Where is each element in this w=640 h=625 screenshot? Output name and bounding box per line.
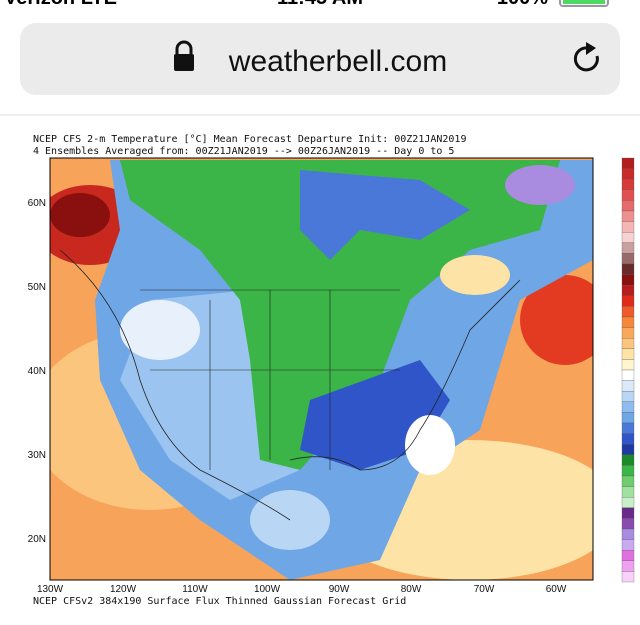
- color-swatch: [621, 497, 635, 508]
- color-swatch: [621, 221, 635, 233]
- color-swatch: [621, 316, 635, 328]
- color-swatch: [621, 232, 635, 243]
- forecast-map: [49, 157, 594, 581]
- color-swatch: [621, 486, 635, 498]
- color-scale: [621, 157, 635, 583]
- color-swatch: [621, 401, 635, 413]
- lock-icon: [174, 40, 194, 71]
- address-bar[interactable]: weatherbell.com: [20, 23, 620, 95]
- latitude-label: 30N: [28, 450, 46, 461]
- color-swatch: [621, 338, 635, 349]
- latitude-label: 20N: [28, 534, 46, 545]
- longitude-label: 120W: [110, 584, 137, 595]
- map-footer: NCEP CFSv2 384x190 Surface Flux Thinned …: [33, 596, 406, 607]
- color-swatch: [621, 433, 635, 445]
- status-bar: Verizon LTE 11:45 AM 100%: [0, 0, 640, 14]
- longitude-label: 130W: [37, 584, 64, 595]
- color-swatch: [621, 454, 635, 466]
- color-swatch: [621, 560, 635, 572]
- color-swatch: [621, 348, 635, 360]
- color-swatch: [621, 380, 635, 392]
- color-swatch: [621, 263, 635, 275]
- latitude-label: 50N: [28, 282, 46, 293]
- color-swatch: [621, 465, 635, 477]
- longitude-label: 60W: [546, 584, 567, 595]
- latitude-label: 60N: [28, 198, 46, 209]
- color-swatch: [621, 306, 635, 318]
- color-swatch: [621, 327, 635, 339]
- carrier: Verizon LTE: [4, 0, 117, 9]
- color-swatch: [621, 285, 635, 296]
- color-swatch: [621, 391, 635, 402]
- map-title: NCEP CFS 2-m Temperature [°C] Mean Forec…: [33, 134, 466, 145]
- color-swatch: [621, 475, 635, 487]
- color-swatch: [621, 157, 635, 169]
- color-swatch: [621, 210, 635, 222]
- color-swatch: [621, 168, 635, 180]
- longitude-label: 100W: [254, 584, 281, 595]
- color-swatch: [621, 189, 635, 201]
- reload-button[interactable]: [573, 42, 599, 72]
- color-swatch: [621, 242, 635, 254]
- color-swatch: [621, 539, 635, 551]
- color-swatch: [621, 571, 635, 583]
- longitude-label: 80W: [401, 584, 422, 595]
- longitude-label: 110W: [182, 584, 208, 595]
- color-swatch: [621, 253, 635, 265]
- color-swatch: [621, 369, 635, 381]
- clock: 11:45 AM: [277, 0, 363, 9]
- latitude-label: 40N: [28, 366, 46, 377]
- longitude-label: 90W: [329, 584, 350, 595]
- longitude-label: 70W: [474, 584, 495, 595]
- color-swatch: [621, 295, 635, 307]
- color-swatch: [621, 550, 635, 561]
- color-swatch: [621, 444, 635, 455]
- color-swatch: [621, 412, 635, 424]
- color-swatch: [621, 422, 635, 434]
- battery-fill: [563, 0, 605, 4]
- map-subtitle: 4 Ensembles Averaged from: 00Z21JAN2019 …: [33, 146, 454, 157]
- color-swatch: [621, 359, 635, 371]
- battery-icon: [559, 0, 609, 7]
- url-text[interactable]: weatherbell.com: [228, 45, 447, 78]
- color-swatch: [621, 518, 635, 530]
- color-swatch: [621, 200, 635, 212]
- url-field[interactable]: [20, 23, 620, 95]
- color-swatch: [621, 507, 635, 519]
- color-swatch: [621, 528, 635, 540]
- color-swatch: [621, 274, 635, 286]
- color-swatch: [621, 179, 635, 190]
- battery-level: 100%: [497, 0, 548, 9]
